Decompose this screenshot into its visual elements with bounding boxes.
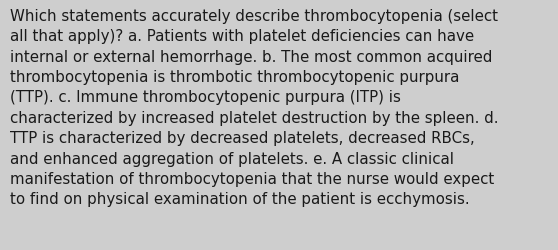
Text: Which statements accurately describe thrombocytopenia (select
all that apply)? a: Which statements accurately describe thr… [10, 9, 498, 206]
